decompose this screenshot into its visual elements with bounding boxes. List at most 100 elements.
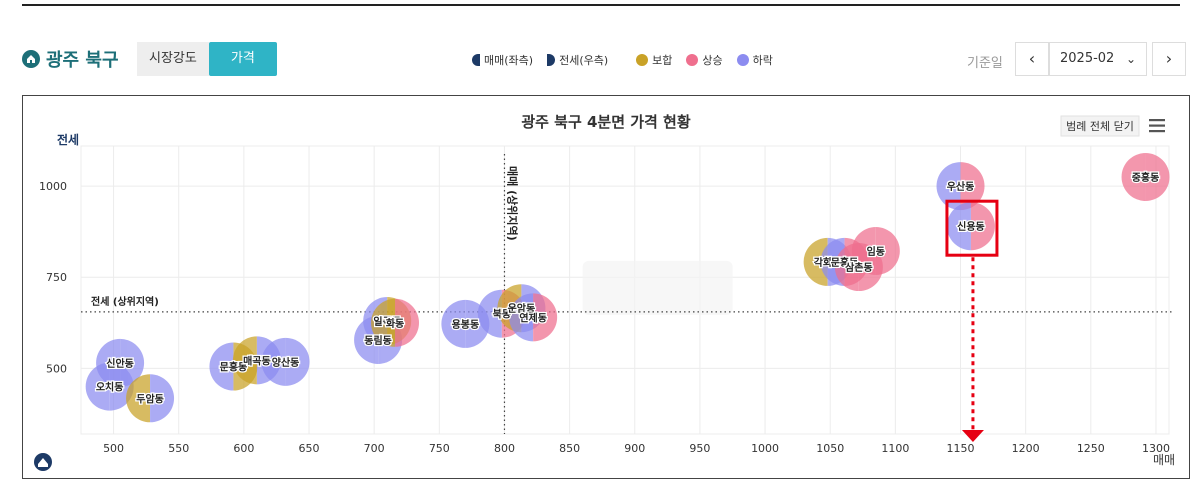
y-tick-label: 1000 [39,180,67,193]
bubble-label: 용봉동 [452,319,480,331]
bubble-label: 우산동 [947,180,975,193]
legend-jeonse[interactable]: 전세(우측) [547,52,608,68]
prev-month-button[interactable]: ‹ [1015,42,1049,76]
tab-price[interactable]: 가격 [208,42,277,76]
bubble-label: 운암동 [508,303,536,315]
x-tick-label: 950 [689,442,710,455]
half-left-icon [472,54,480,66]
bubble-jeonse-half [395,298,420,347]
x-tick-label: 1200 [1012,442,1040,455]
bubble-label: 화동 [386,318,404,330]
bubble-sale-half [85,362,110,411]
bubble[interactable] [261,337,310,386]
legend-flat-label: 보합 [652,54,673,67]
header-legend: 매매(좌측) 전세(우측) 보합 상승 하락 [472,52,787,68]
bubble-label: 동림동 [364,335,392,347]
x-tick-label: 500 [103,442,124,455]
bubble-jeonse-half [150,374,175,423]
highlight-box [945,199,999,257]
legend-down-label: 하락 [752,54,773,67]
bubble-label: 두암동 [136,393,164,405]
bubble-sale-half [851,226,876,275]
plot-frame [80,145,1170,435]
flat-dot-icon [636,54,649,66]
bubble[interactable] [1121,152,1170,201]
date-select-value: 2025-02 [1060,51,1115,66]
down-dot-icon [736,54,749,66]
bubble-sale-half [946,202,971,251]
legend-sale[interactable]: 매매(좌측) [472,52,533,68]
x-tick-label: 550 [168,442,189,455]
bubble-label: 문흥동 [831,256,859,269]
page-title: 광주 북구 [46,50,119,71]
ref-line-jeonse-label: 전세 (상위지역) [91,295,159,308]
bubble-label: 연제동 [519,311,547,324]
bubble-sale-half [371,298,396,347]
bubble-jeonse-half [970,202,995,251]
bubble-jeonse-half [960,162,985,211]
bubble-jeonse-half [875,226,900,275]
bubble[interactable] [851,226,900,275]
date-select[interactable]: 2025-02 ⌄ [1049,42,1147,76]
bubble-label: 신안동 [106,357,134,370]
bubble-sale-half [509,293,534,342]
bubble-label: 임동 [867,245,885,258]
bubble-label: 매곡동 [243,354,271,367]
watermark [582,260,733,315]
logo-icon [34,453,52,471]
x-tick-label: 1150 [947,442,975,455]
bubble-sale-half [261,337,286,386]
bubble-sale-half [209,342,234,391]
bubble-label: 삼촌동 [845,261,873,274]
x-tick-label: 1250 [1077,442,1105,455]
chart-header: 광주 북구 시장강도 가격 매매(좌측) 전세(우측) 보합 상승 하락 기준일… [22,42,1192,78]
close-legend-button[interactable]: 범례 전체 닫기 [1060,115,1140,137]
y-tick-label: 500 [46,362,67,375]
bubble[interactable] [509,293,558,342]
bubbles [85,152,1170,423]
annotations [945,199,999,442]
x-tick-label: 1000 [751,442,779,455]
bubble-label: 각화동 [814,257,842,269]
bubble[interactable] [371,298,420,347]
close-legend-label: 범례 전체 닫기 [1066,120,1134,133]
bubble-label: 일곡동 [373,315,401,328]
bubble-jeonse-half [533,293,558,342]
bubble[interactable] [936,162,985,211]
bubble[interactable] [946,202,995,251]
bubble-label: 북동 [493,309,511,321]
x-tick-label: 800 [494,442,515,455]
view-tabs: 시장강도 가격 [137,42,277,76]
legend-down[interactable]: 하락 [736,52,773,68]
home-icon [22,50,40,68]
x-tick-label: 650 [299,442,320,455]
bubble-sale-half [477,289,502,338]
tab-market-strength[interactable]: 시장강도 [137,42,209,76]
bubble-jeonse-half [1145,152,1170,201]
arrow-down-icon [961,430,984,442]
bubble-label: 문흥동 [220,361,248,374]
bubble-label: 양산동 [272,356,300,369]
bubble-sale-half [1121,152,1146,201]
ref-line-sale-label: 매매 (상위지역) [505,166,519,241]
bubble-sale-half [126,374,151,423]
x-tick-label: 900 [624,442,645,455]
x-tick-label: 750 [429,442,450,455]
chevron-down-icon: ⌄ [1125,52,1136,66]
bubble[interactable] [126,374,175,423]
date-label: 기준일 [967,56,1003,71]
tick-labels: 500 550 600 650 700 750 800 850 900 950 1000 1050 11… [39,180,1170,455]
next-month-button[interactable]: › [1152,42,1186,76]
bubble-sale-half [936,162,961,211]
chart-panel: 매매 (상위지역) 전세 (상위지역) 신안동 오치동 두암동 문흥동 매곡동 양산동 동림동… [22,95,1190,479]
half-right-icon [547,54,556,66]
legend-flat[interactable]: 보합 [636,52,672,68]
x-tick-label: 850 [559,442,580,455]
brand: 광주 북구 [22,46,119,72]
legend-up[interactable]: 상승 [686,52,723,68]
legend-jeonse-label: 전세(우측) [559,54,609,67]
legend-sale-label: 매매(좌측) [484,54,534,67]
menu-icon[interactable] [1149,119,1165,133]
